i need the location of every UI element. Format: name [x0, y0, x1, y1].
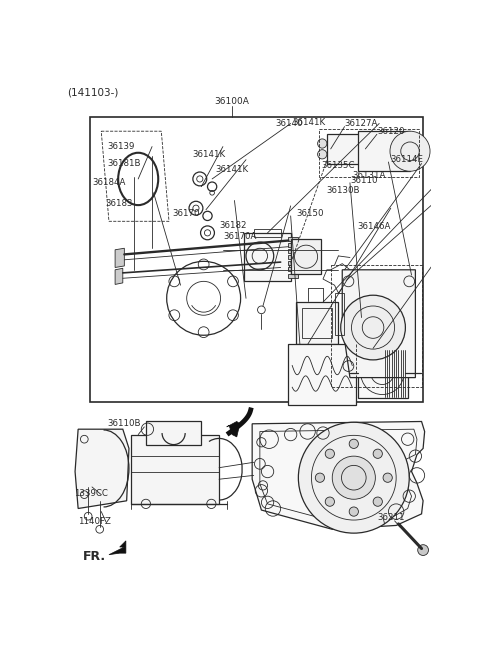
Text: 36120: 36120	[377, 127, 404, 136]
Text: 36181B: 36181B	[108, 159, 141, 168]
Circle shape	[349, 507, 359, 516]
Bar	[302, 308, 332, 338]
Circle shape	[349, 439, 359, 449]
Polygon shape	[115, 248, 124, 267]
Polygon shape	[342, 270, 415, 378]
Text: 36131A: 36131A	[352, 171, 385, 179]
Polygon shape	[252, 422, 425, 530]
Text: 36150: 36150	[296, 209, 324, 218]
Bar	[254, 229, 281, 237]
Circle shape	[325, 449, 335, 459]
Bar	[288, 267, 298, 271]
Text: 36183: 36183	[106, 199, 133, 208]
Circle shape	[373, 497, 383, 507]
Text: 36140: 36140	[275, 119, 303, 128]
Bar	[288, 274, 298, 277]
Bar	[291, 239, 322, 275]
Bar	[288, 344, 356, 405]
Bar	[146, 422, 201, 445]
Bar	[288, 249, 298, 253]
Text: 1339CC: 1339CC	[73, 489, 108, 497]
Bar	[296, 302, 338, 344]
Bar	[327, 134, 361, 164]
Circle shape	[373, 449, 383, 459]
Text: 36114E: 36114E	[391, 155, 424, 164]
Bar	[244, 233, 291, 281]
Text: 36135C: 36135C	[322, 160, 355, 170]
Bar	[90, 118, 423, 402]
Polygon shape	[227, 422, 240, 437]
Bar	[335, 293, 344, 335]
Text: 36100A: 36100A	[215, 97, 250, 106]
Bar	[288, 255, 298, 259]
Bar	[358, 131, 410, 171]
Bar	[131, 434, 219, 504]
Text: 36141K: 36141K	[192, 150, 225, 159]
Text: 36170A: 36170A	[223, 232, 256, 241]
Circle shape	[332, 456, 375, 499]
Circle shape	[390, 131, 430, 171]
Text: 36141K: 36141K	[292, 118, 325, 127]
Text: 36182: 36182	[219, 221, 247, 230]
Text: 36127A: 36127A	[345, 119, 378, 128]
Polygon shape	[109, 541, 126, 555]
Text: 36184A: 36184A	[92, 178, 125, 187]
Text: 36141K: 36141K	[215, 165, 248, 174]
Bar	[319, 129, 419, 177]
Text: FR.: FR.	[83, 550, 106, 563]
Bar	[288, 243, 298, 246]
Text: 36139: 36139	[108, 142, 135, 151]
Circle shape	[383, 473, 392, 482]
Text: 1140FZ: 1140FZ	[78, 517, 111, 526]
Bar	[288, 237, 298, 240]
Text: (141103-): (141103-)	[67, 87, 119, 98]
Circle shape	[318, 139, 327, 148]
Text: 36110B: 36110B	[108, 419, 141, 428]
Text: 36146A: 36146A	[358, 222, 391, 231]
Text: 36130B: 36130B	[327, 186, 360, 195]
Circle shape	[418, 545, 429, 555]
Bar	[358, 348, 408, 398]
Polygon shape	[115, 268, 123, 284]
Bar	[331, 265, 421, 387]
Text: 36211: 36211	[377, 513, 404, 522]
Text: 36170: 36170	[173, 209, 200, 218]
Bar	[288, 261, 298, 265]
Text: 36110: 36110	[350, 176, 377, 185]
Circle shape	[299, 422, 409, 533]
Circle shape	[315, 473, 324, 482]
Circle shape	[318, 150, 327, 159]
Circle shape	[341, 295, 406, 360]
Polygon shape	[75, 429, 129, 509]
Circle shape	[325, 497, 335, 507]
